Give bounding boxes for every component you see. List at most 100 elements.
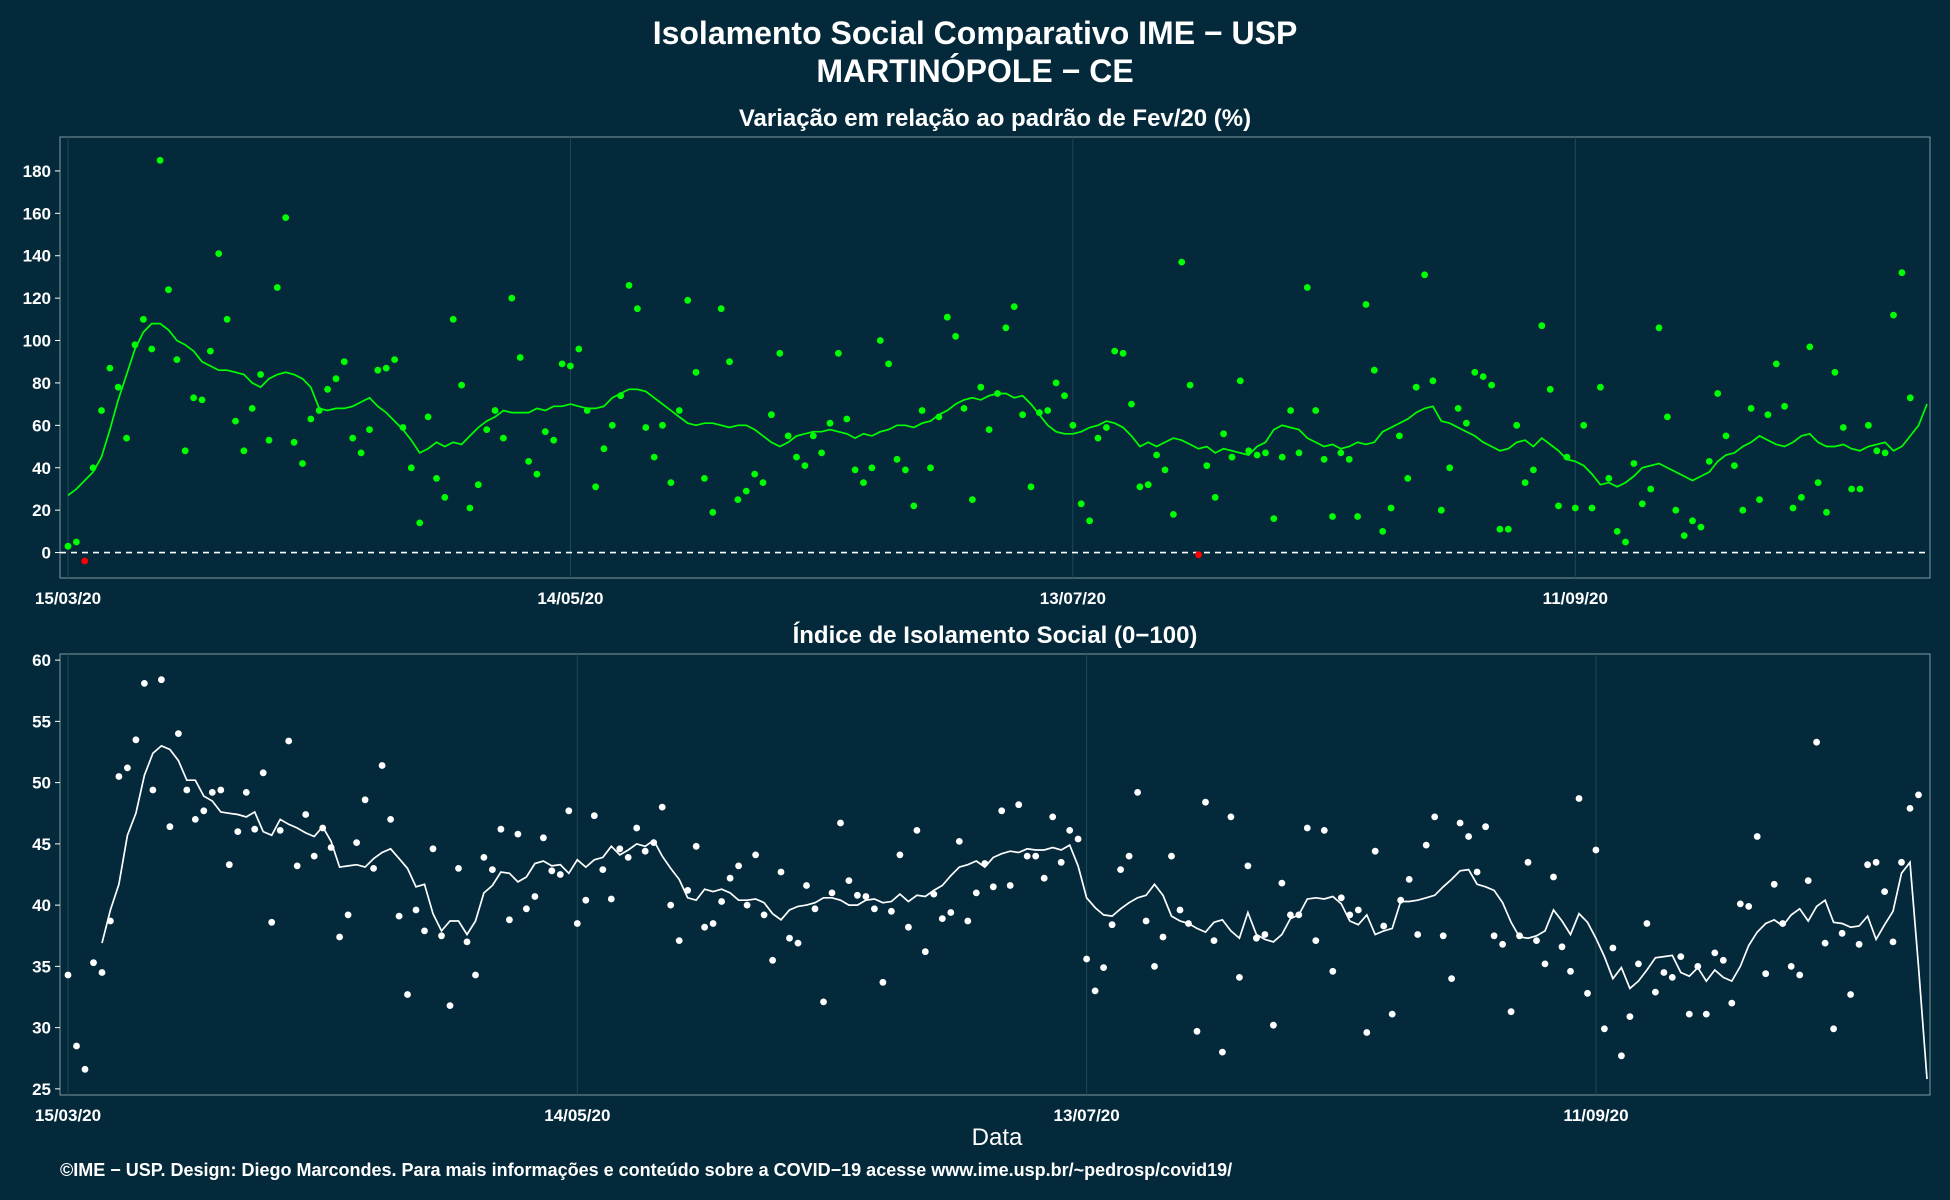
figure-title-line1: Isolamento Social Comparativo IME − USP [653,15,1298,51]
data-point [1295,911,1303,919]
data-point [407,464,415,472]
data-point [1660,969,1668,976]
data-point [1714,390,1722,397]
data-point [1227,813,1235,821]
data-point [387,816,394,823]
data-point [1521,479,1529,486]
data-point [90,959,97,967]
data-point [1463,419,1470,427]
y-tick-label: 160 [23,204,51,223]
data-point [276,827,284,834]
data-point [1379,528,1387,535]
data-point [1798,494,1805,501]
data-point [315,407,323,414]
data-point [412,906,420,914]
data-point [382,364,390,372]
data-point [89,464,97,472]
data-point [751,470,759,478]
data-point [1396,432,1403,440]
data-point [282,214,290,222]
data-point [803,882,810,889]
y-tick-label: 140 [23,247,51,266]
x-tick-label: 11/09/20 [1563,1106,1628,1125]
data-point [1479,373,1487,380]
data-point [828,889,836,897]
data-point [1125,852,1133,860]
data-point [718,898,725,905]
data-point [1456,819,1464,827]
data-point [190,394,198,402]
data-point [1813,738,1820,746]
data-point [1622,538,1629,546]
data-point [650,453,658,461]
data-point [1086,517,1093,525]
data-point [1421,271,1428,279]
data-point [310,852,318,860]
data-point [675,937,683,944]
data-point [1804,877,1812,884]
data-point [1185,920,1192,927]
data-point [735,862,742,870]
data-point [64,971,72,979]
data-point [1838,929,1846,937]
data-point [1320,455,1328,463]
data-point [1151,963,1158,970]
data-point [131,341,139,349]
data-point [336,933,343,941]
data-point [421,927,428,935]
data-point [259,769,267,777]
data-point [1108,921,1116,929]
data-point [1626,1013,1634,1020]
data-point [1533,937,1540,944]
data-point [1694,963,1702,970]
data-point [599,866,607,873]
data-point [1567,967,1574,975]
data-point [1329,967,1337,975]
data-point [558,360,566,368]
data-point [784,432,792,440]
data-point [1728,999,1736,1007]
data-point [148,345,156,353]
data-point [1176,906,1184,914]
data-point [659,421,666,429]
data-point [404,991,411,998]
data-point [1779,920,1787,927]
data-point [905,923,912,931]
data-point [290,438,298,446]
data-point [293,862,301,870]
data-point [1186,381,1194,389]
data-point [175,730,182,737]
data-point [1210,937,1218,944]
data-point [590,812,598,820]
data-point [1412,383,1420,391]
data-point [1555,502,1562,510]
data-point [257,371,264,378]
data-point [1363,1029,1371,1036]
data-point [1091,987,1099,995]
data-point [1136,483,1144,491]
data-point [868,464,876,472]
data-point [1211,494,1219,501]
data-point [1439,932,1447,940]
data-point [1550,873,1557,881]
data-point [533,470,541,478]
data-point [1753,833,1761,840]
data-point [1719,956,1727,964]
data-point [64,542,72,550]
data-point [624,854,632,861]
x-axis-label: Data [972,1124,1023,1151]
data-point [1864,861,1871,869]
data-point [302,811,310,818]
data-point [1010,303,1018,310]
data-point [240,447,248,455]
data-point [466,504,474,512]
data-point [837,819,844,827]
data-point [768,411,775,419]
data-point [1839,424,1847,431]
data-point [1770,880,1778,888]
data-point [879,978,887,986]
data-point [1831,368,1839,376]
data-point [1830,1025,1837,1033]
top-chart: 15/03/20 14/05/20 13/07/20 11/09/20 0 20 40 60 8… [23,136,1931,608]
data-point [811,905,819,913]
